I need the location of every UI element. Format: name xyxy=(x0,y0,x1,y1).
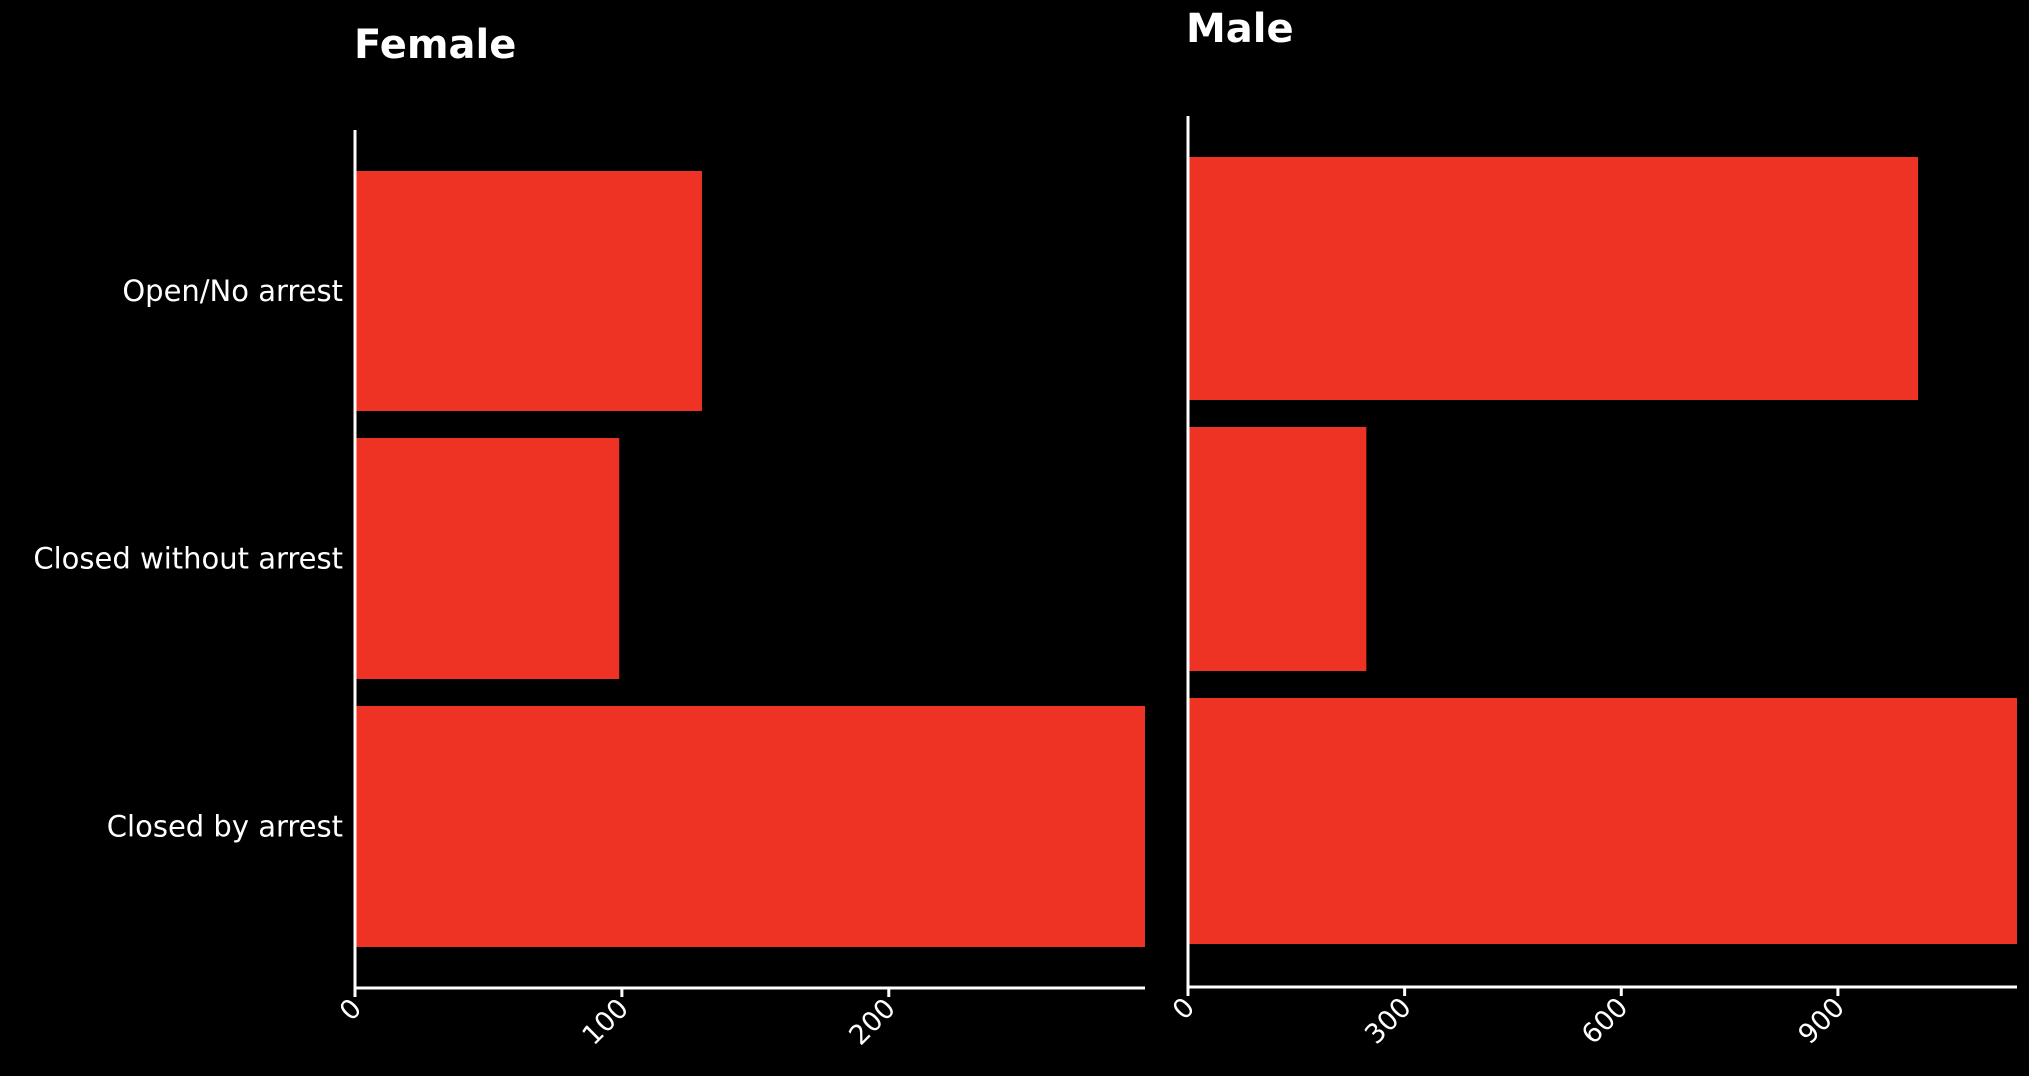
female-panel-title: Female xyxy=(354,22,516,68)
male-panel: Male 0 300 600 900 xyxy=(1167,6,2017,1050)
female-x-tick-label: 200 xyxy=(843,993,901,1051)
female-bar-closed-without-arrest xyxy=(355,438,620,679)
female-bars xyxy=(355,171,1145,947)
female-bar-closed-by-arrest xyxy=(355,706,1145,947)
male-x-tick-label: 0 xyxy=(1167,992,1201,1026)
female-category-labels: Open/No arrest Closed without arrest Close… xyxy=(33,274,343,844)
female-bar-open-no-arrest xyxy=(355,171,702,411)
male-x-tick-label: 300 xyxy=(1359,992,1417,1050)
female-x-tick-label: 100 xyxy=(576,993,634,1051)
male-panel-title: Male xyxy=(1186,6,1294,52)
female-x-tick-label: 0 xyxy=(334,993,368,1027)
female-panel: Female Open/No arrest Closed without arre… xyxy=(33,22,1145,1051)
female-x-ticks: 0 100 200 xyxy=(334,988,902,1051)
male-bars xyxy=(1188,157,2017,944)
male-bar-closed-without-arrest xyxy=(1188,427,1367,671)
male-bar-open-no-arrest xyxy=(1188,157,1919,400)
male-x-ticks: 0 300 600 900 xyxy=(1167,987,1851,1050)
male-bar-closed-by-arrest xyxy=(1188,698,2017,944)
male-x-tick-label: 600 xyxy=(1576,992,1634,1050)
male-x-tick-label: 900 xyxy=(1792,992,1850,1050)
category-label: Closed by arrest xyxy=(107,810,343,844)
category-label: Closed without arrest xyxy=(33,542,343,576)
category-label: Open/No arrest xyxy=(122,274,343,308)
